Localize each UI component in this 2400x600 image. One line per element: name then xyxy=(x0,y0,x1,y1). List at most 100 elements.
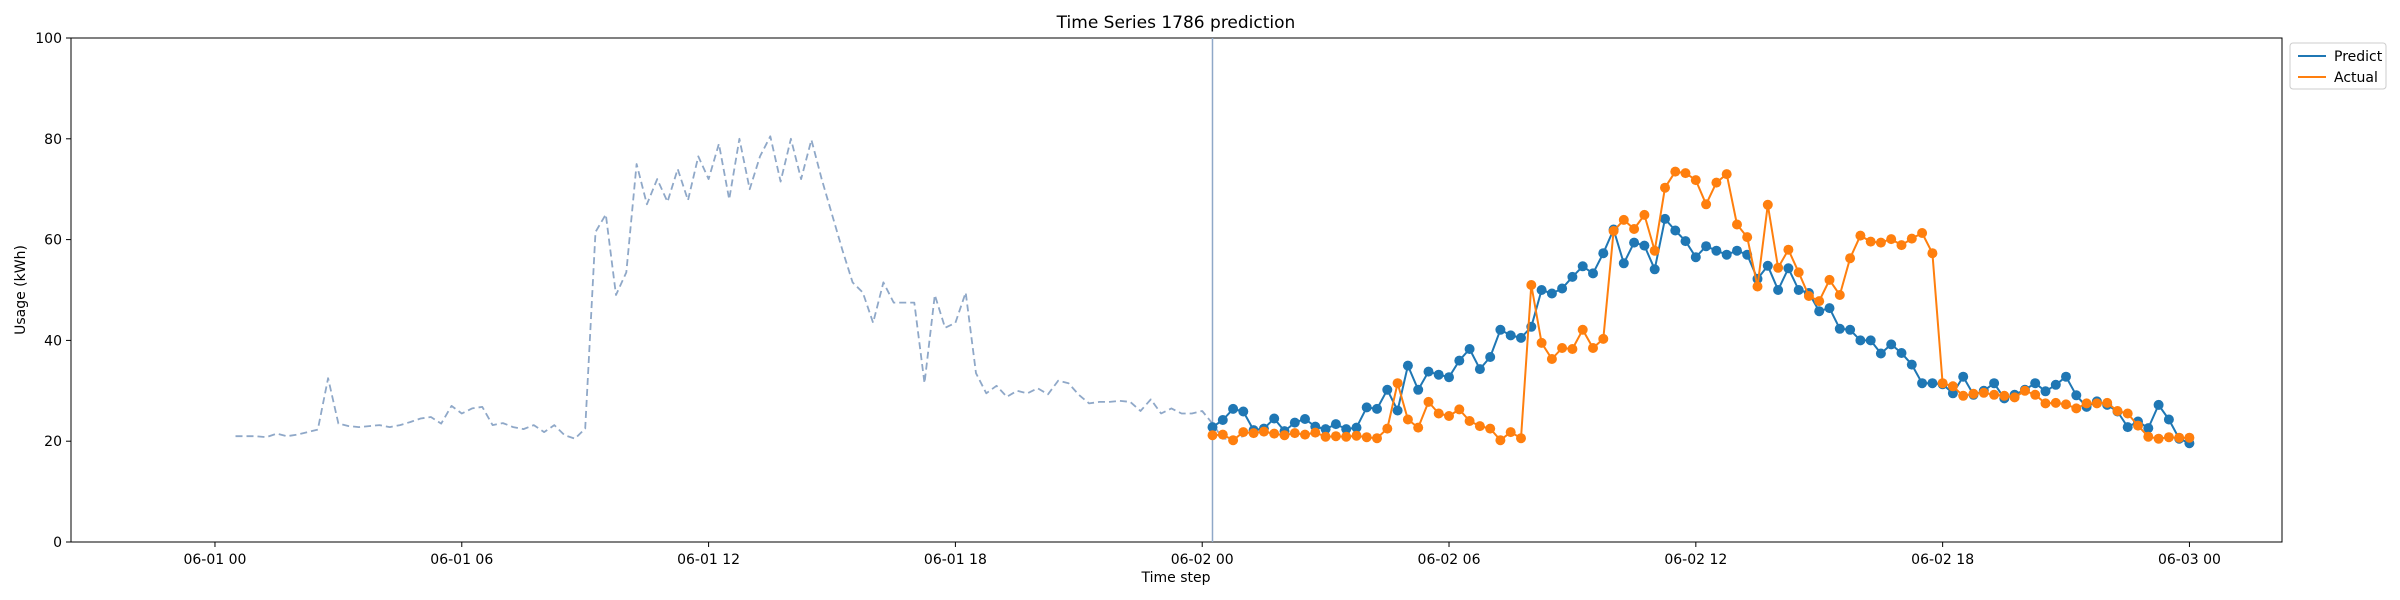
predict-point xyxy=(1773,285,1784,295)
predict-point xyxy=(1207,422,1218,433)
predict-point xyxy=(2143,423,2154,434)
actual-point xyxy=(2081,398,2092,409)
predict-point xyxy=(1845,324,1856,335)
predict-point xyxy=(1330,419,1341,430)
predict-point xyxy=(1238,406,1249,417)
actual-point xyxy=(1279,430,1290,441)
actual-point xyxy=(1330,431,1341,442)
chart-title: Time Series 1786 prediction xyxy=(1056,13,1296,33)
actual-point xyxy=(1402,414,1413,425)
actual-point xyxy=(1228,435,1239,446)
actual-point xyxy=(1886,234,1897,245)
actual-point xyxy=(2019,385,2030,396)
actual-point xyxy=(1989,389,2000,400)
predict-point xyxy=(1454,355,1465,366)
y-tick-label: 40 xyxy=(44,333,62,349)
actual-point xyxy=(2143,431,2154,442)
actual-point xyxy=(1546,354,1557,364)
actual-point xyxy=(1958,390,1969,401)
actual-point xyxy=(1660,182,1670,193)
predict-point xyxy=(2122,422,2133,433)
predict-point xyxy=(1639,240,1650,251)
actual-point xyxy=(2102,397,2113,408)
predict-point xyxy=(1289,417,1300,428)
predict-point xyxy=(1546,288,1557,299)
predict-point xyxy=(1423,366,1434,377)
actual-point xyxy=(1803,291,1814,301)
predict-point xyxy=(1567,271,1578,282)
predict-point xyxy=(1320,424,1331,435)
actual-point xyxy=(2071,403,2082,414)
predict-point xyxy=(1783,263,1794,274)
predict-point xyxy=(1351,422,1362,433)
x-tick-label: 06-01 18 xyxy=(924,552,987,568)
y-axis: 0 20 40 60 80 100 xyxy=(35,31,71,551)
actual-point xyxy=(1999,390,2010,401)
x-tick-label: 06-01 00 xyxy=(183,552,246,568)
x-tick-label: 06-02 06 xyxy=(1418,552,1481,568)
predict-point xyxy=(1485,352,1496,362)
predict-point xyxy=(1269,413,1280,424)
actual-point xyxy=(1392,378,1403,389)
actual-point xyxy=(1865,236,1876,247)
actual-point xyxy=(1742,232,1753,243)
predict-point xyxy=(1228,403,1239,414)
series-layer xyxy=(235,38,2195,542)
actual-point xyxy=(1978,387,1989,398)
predict-point xyxy=(1917,378,1928,389)
actual-point xyxy=(1248,428,1259,439)
actual-point xyxy=(1300,429,1310,440)
y-tick-label: 0 xyxy=(53,535,62,551)
actual-point xyxy=(1516,433,1526,444)
actual-point xyxy=(1855,230,1866,241)
actual-point xyxy=(1454,404,1465,415)
actual-point xyxy=(1423,396,1434,407)
predict-point xyxy=(1505,330,1516,341)
actual-point xyxy=(1721,169,1732,180)
y-axis-label: Usage (kWh) xyxy=(13,245,29,335)
x-tick-label: 06-01 06 xyxy=(430,552,493,568)
actual-point xyxy=(1752,281,1763,292)
predict-point xyxy=(2071,390,2082,401)
predict-point xyxy=(1947,388,1958,399)
predict-point xyxy=(1217,415,1228,425)
predict-point xyxy=(1361,402,1372,413)
actual-point xyxy=(1947,381,1958,392)
actual-point xyxy=(2040,398,2051,409)
actual-point xyxy=(2030,389,2041,400)
actual-point xyxy=(1896,240,1907,251)
predict-point xyxy=(1598,248,1609,259)
predict-point xyxy=(1588,268,1598,279)
actual-point xyxy=(1690,175,1701,186)
predict-point xyxy=(1690,252,1701,263)
legend-actual-label: Actual xyxy=(2334,70,2378,86)
predict-point xyxy=(2061,371,2071,382)
actual-point xyxy=(1485,423,1496,434)
predict-point xyxy=(1618,258,1629,269)
predict-point xyxy=(1670,225,1681,236)
predict-point xyxy=(1433,369,1444,380)
legend: Predict Actual xyxy=(2289,42,2387,90)
predict-point xyxy=(2030,378,2041,389)
plot-area xyxy=(70,37,2283,543)
actual-point xyxy=(1577,324,1588,335)
predict-point xyxy=(1958,371,1969,382)
actual-point xyxy=(1937,378,1948,389)
actual-point xyxy=(1444,411,1454,421)
actual-point xyxy=(1814,296,1825,307)
actual-point xyxy=(1845,253,1856,264)
predict-point xyxy=(1382,384,1393,395)
actual-point xyxy=(1269,428,1280,439)
actual-point xyxy=(1670,166,1681,177)
predict-point xyxy=(1762,260,1773,271)
predict-point xyxy=(1927,378,1938,389)
actual-point xyxy=(1310,427,1321,438)
actual-point xyxy=(1526,280,1537,290)
actual-point xyxy=(2091,398,2102,409)
x-tick-label: 06-03 00 xyxy=(2158,552,2221,568)
actual-point xyxy=(1875,237,1886,248)
actual-point xyxy=(1258,426,1269,437)
predict-point xyxy=(1444,372,1454,383)
actual-point xyxy=(1917,228,1928,238)
actual-point xyxy=(2184,432,2195,443)
